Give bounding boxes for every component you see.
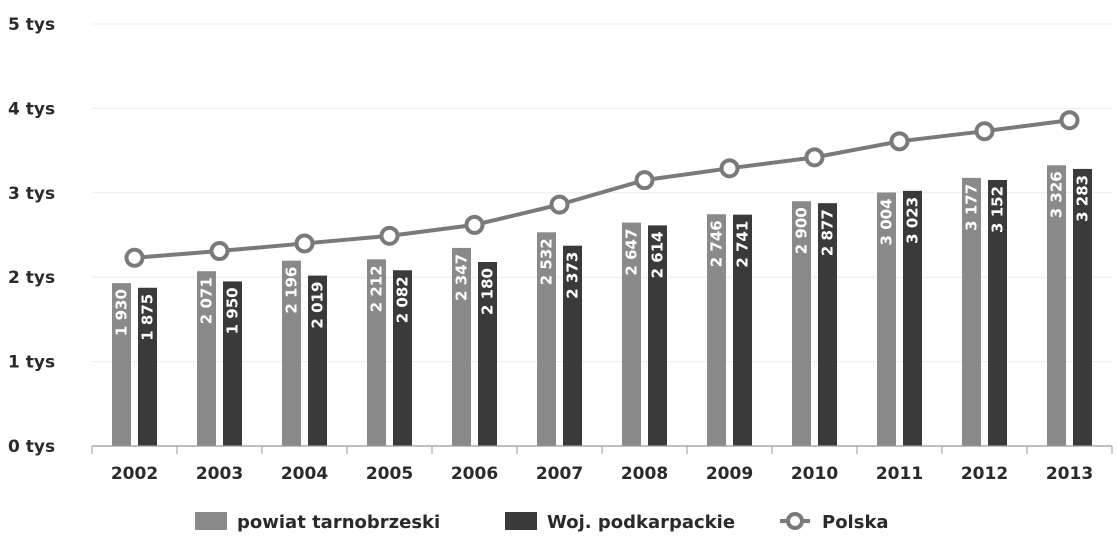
polska-point (379, 225, 400, 246)
legend-label: Polska (822, 512, 889, 533)
polska-point (634, 170, 655, 191)
polska-point (209, 241, 230, 262)
polska-point (804, 147, 825, 168)
bar-wojewodztwo (988, 179, 1007, 447)
bar-powiat (537, 232, 556, 446)
x-tick-label: 2002 (111, 464, 158, 484)
bar-value-label: 3 283 (1074, 175, 1092, 222)
legend-swatch (505, 512, 537, 530)
bar-wojewodztwo (393, 270, 412, 446)
polska-point (719, 158, 740, 179)
y-tick-label: 2 tys (8, 268, 55, 288)
bar-value-label: 2 741 (734, 221, 752, 268)
x-tick-label: 2003 (196, 464, 243, 484)
bar-powiat (1047, 165, 1066, 447)
bar-value-label: 2 900 (793, 207, 811, 254)
bar-wojewodztwo (903, 190, 922, 446)
bar-powiat (112, 283, 131, 446)
bar-value-label: 3 152 (989, 186, 1007, 233)
bar-value-label: 1 875 (139, 294, 157, 341)
legend-swatch-marker (786, 512, 804, 530)
bar-value-label: 2 614 (649, 231, 667, 278)
bar-wojewodztwo (733, 214, 752, 446)
x-tick-label: 2011 (876, 464, 923, 484)
bar-powiat (877, 192, 896, 446)
y-tick-label: 5 tys (8, 15, 55, 35)
x-tick-label: 2013 (1046, 464, 1093, 484)
y-tick-label: 3 tys (8, 184, 55, 204)
bar-wojewodztwo (478, 262, 497, 446)
legend-item-powiat[interactable]: powiat tarnobrzeski (195, 512, 440, 533)
bar-value-label: 3 004 (878, 198, 896, 245)
x-tick-label: 2007 (536, 464, 583, 484)
bar-value-label: 2 532 (538, 238, 556, 285)
bar-powiat (707, 214, 726, 446)
bar-value-label: 3 177 (963, 184, 981, 231)
bar-wojewodztwo (138, 287, 157, 446)
y-axis: 0 tys 1 tys 2 tys 3 tys 4 tys 5 tys (8, 15, 55, 457)
bar-powiat (622, 222, 641, 446)
bar-value-label: 3 023 (904, 197, 922, 244)
bar-wojewodztwo (1073, 168, 1092, 446)
polska-point (549, 194, 570, 215)
bar-value-label: 2 212 (368, 265, 386, 312)
bar-value-label: 2 196 (283, 267, 301, 314)
polska-point (974, 121, 995, 142)
x-tick-label: 2004 (281, 464, 328, 484)
bar-value-label: 1 930 (113, 289, 131, 336)
bar-powiat (452, 247, 471, 446)
y-tick-label: 0 tys (8, 437, 55, 457)
polska-point (124, 247, 145, 268)
x-tick-label: 2006 (451, 464, 498, 484)
bar-value-label: 2 647 (623, 229, 641, 276)
bar-powiat (962, 177, 981, 446)
bar-wojewodztwo (563, 245, 582, 446)
bar-value-label: 2 071 (198, 277, 216, 324)
polska-point (464, 214, 485, 235)
bar-value-label: 1 950 (224, 287, 242, 334)
legend-item-polska[interactable]: Polska (780, 512, 889, 533)
polska-point (1059, 110, 1080, 131)
x-axis: 2002 2003 2004 2005 2006 2007 2008 2009 2010 2011… (91, 445, 1113, 484)
bar-powiat (367, 259, 386, 446)
bar-wojewodztwo (223, 281, 242, 446)
bar-wojewodztwo (818, 203, 837, 446)
polska-line (134, 118, 1070, 260)
x-tick-label: 2010 (791, 464, 838, 484)
bar-value-label: 3 326 (1048, 171, 1066, 218)
bar-wojewodztwo (308, 275, 327, 446)
bar-value-label: 2 877 (819, 209, 837, 256)
legend-label: Woj. podkarpackie (547, 512, 735, 533)
x-tick-label: 2009 (706, 464, 753, 484)
bar-powiat (197, 271, 216, 446)
polska-point (889, 131, 910, 152)
bar-value-label: 2 373 (564, 252, 582, 299)
bar-value-label: 2 019 (309, 282, 327, 329)
polska-line-series (124, 110, 1080, 268)
bar-value-label: 2 082 (394, 276, 412, 323)
bar-value-label: 2 180 (479, 268, 497, 315)
x-tick-label: 2012 (961, 464, 1008, 484)
y-tick-label: 4 tys (8, 99, 55, 119)
legend-swatch (195, 512, 227, 530)
y-tick-label: 1 tys (8, 353, 55, 373)
x-tick-label: 2005 (366, 464, 413, 484)
bar-wojewodztwo (648, 225, 667, 446)
bar-powiat (792, 201, 811, 446)
x-tick-label: 2008 (621, 464, 668, 484)
bar-value-label: 2 746 (708, 220, 726, 267)
legend-item-wojewodztwo[interactable]: Woj. podkarpackie (505, 512, 735, 533)
bars: 1 930 2 071 2 196 2 212 2 347 2 532 2 647 2 746… (112, 165, 1092, 447)
polska-point (294, 233, 315, 254)
legend-label: powiat tarnobrzeski (237, 512, 440, 533)
legend[interactable]: powiat tarnobrzeski Woj. podkarpackie Pols… (195, 512, 889, 533)
bar-powiat (282, 260, 301, 446)
bar-value-label: 2 347 (453, 254, 471, 301)
